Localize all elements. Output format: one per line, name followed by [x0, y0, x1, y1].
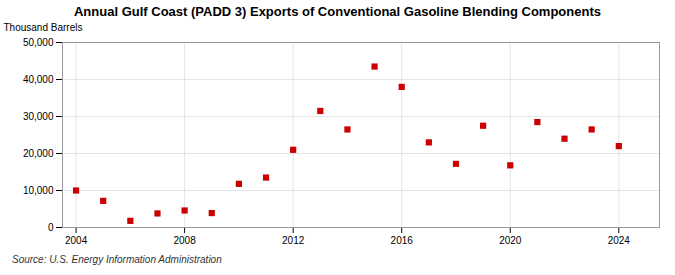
svg-text:2016: 2016 [391, 235, 414, 246]
svg-text:2004: 2004 [65, 235, 88, 246]
html-text:Source: U.S. Energy Informatio: Source: U.S. Energy Information Administ… [12, 254, 222, 265]
svg-text:2008: 2008 [173, 235, 196, 246]
svg-text:10,000: 10,000 [23, 185, 54, 196]
svg-text:Thousand Barrels: Thousand Barrels [4, 22, 83, 33]
svg-text:2012: 2012 [282, 235, 305, 246]
svg-text:20,000: 20,000 [23, 148, 54, 159]
svg-text:2024: 2024 [608, 235, 631, 246]
svg-text:0: 0 [48, 222, 54, 233]
svg-text:30,000: 30,000 [23, 111, 54, 122]
html-text:Annual Gulf Coast (PADD 3) Exp: Annual Gulf Coast (PADD 3) Exports of Co… [74, 4, 601, 19]
svg-text:40,000: 40,000 [23, 74, 54, 85]
svg-text:50,000: 50,000 [23, 37, 54, 48]
svg-text:2020: 2020 [499, 235, 522, 246]
